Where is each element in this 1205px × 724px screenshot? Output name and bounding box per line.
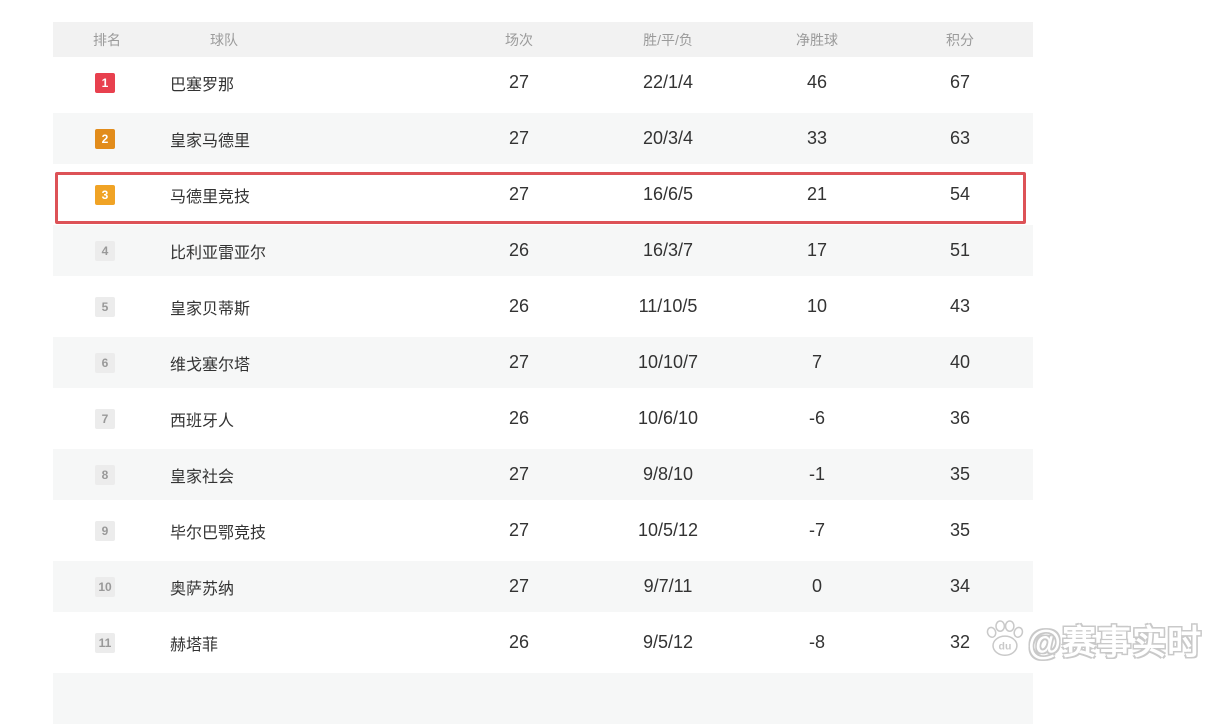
goal-difference: 33 (806, 128, 828, 148)
points-value: 32 (949, 632, 971, 652)
goal-difference: 7 (811, 352, 822, 372)
rank-badge: 3 (95, 184, 115, 205)
win-draw-loss: 16/6/5 (642, 184, 694, 204)
goal-difference: -7 (808, 520, 825, 540)
table-row[interactable]: 3 马德里竞技 27 16/6/5 21 54 (53, 169, 1033, 224)
matches-played: 27 (508, 72, 530, 92)
win-draw-loss: 22/1/4 (642, 72, 694, 92)
points-value: 35 (949, 464, 971, 484)
team-name: 皇家社会 (170, 468, 235, 486)
win-draw-loss: 9/5/12 (642, 632, 694, 652)
column-header-team: 球队 (210, 31, 238, 48)
win-draw-loss: 11/10/5 (638, 296, 698, 316)
goal-difference: -8 (808, 632, 825, 652)
points-value: 40 (949, 352, 971, 372)
rank-badge: 7 (95, 408, 115, 429)
matches-played: 27 (508, 128, 530, 148)
win-draw-loss: 10/10/7 (637, 352, 699, 372)
column-header-played: 场次 (505, 31, 533, 48)
goal-difference: 21 (806, 184, 828, 204)
table-body: 1 巴塞罗那 27 22/1/4 46 67 2 皇家马德里 27 20/3/4… (53, 57, 1033, 724)
points-value: 67 (949, 72, 971, 92)
goal-difference: -1 (808, 464, 825, 484)
matches-played: 27 (508, 576, 530, 596)
goal-difference: 17 (806, 240, 828, 260)
goal-difference: 10 (806, 296, 828, 316)
points-value: 36 (949, 408, 971, 428)
league-standings-table: 排名 球队 场次 胜/平/负 净胜球 积分 1 巴塞罗那 27 22/1/4 4… (53, 22, 1033, 724)
matches-played: 26 (508, 632, 530, 652)
table-row[interactable]: 11 赫塔菲 26 9/5/12 -8 32 (53, 617, 1033, 668)
table-row[interactable]: 6 维戈塞尔塔 27 10/10/7 7 40 (53, 337, 1033, 388)
team-name: 维戈塞尔塔 (170, 356, 251, 374)
win-draw-loss: 16/3/7 (642, 240, 694, 260)
matches-played: 26 (508, 240, 530, 260)
rank-badge: 8 (95, 464, 115, 485)
matches-played: 27 (508, 184, 530, 204)
rank-badge: 4 (95, 240, 115, 261)
points-value: 35 (949, 520, 971, 540)
win-draw-loss: 9/8/10 (642, 464, 694, 484)
win-draw-loss: 10/6/10 (637, 408, 699, 428)
points-value: 34 (949, 576, 971, 596)
column-header-wdl: 胜/平/负 (643, 31, 693, 48)
table-header-row: 排名 球队 场次 胜/平/负 净胜球 积分 (53, 22, 1033, 57)
matches-played: 27 (508, 352, 530, 372)
matches-played: 27 (508, 464, 530, 484)
table-row[interactable]: 10 奥萨苏纳 27 9/7/11 0 34 (53, 561, 1033, 612)
matches-played: 26 (508, 408, 530, 428)
rank-badge: 11 (95, 632, 115, 653)
column-header-points: 积分 (946, 31, 974, 48)
matches-played: 26 (508, 296, 530, 316)
team-name: 皇家贝蒂斯 (170, 300, 251, 318)
column-header-rank: 排名 (93, 31, 121, 48)
goal-difference: 0 (811, 576, 822, 596)
goal-difference: -6 (808, 408, 825, 428)
table-row[interactable]: 1 巴塞罗那 27 22/1/4 46 67 (53, 57, 1033, 108)
team-name: 马德里竞技 (170, 188, 251, 206)
win-draw-loss: 20/3/4 (642, 128, 694, 148)
rank-badge: 10 (95, 576, 115, 597)
table-row[interactable]: 7 西班牙人 26 10/6/10 -6 36 (53, 393, 1033, 444)
matches-played: 27 (508, 520, 530, 540)
watermark-handle: @赛事实时 (1028, 623, 1203, 662)
team-name: 赫塔菲 (170, 636, 219, 654)
points-value: 63 (949, 128, 971, 148)
points-value: 43 (949, 296, 971, 316)
rank-badge: 9 (95, 520, 115, 541)
rank-badge: 1 (95, 72, 115, 93)
team-name: 奥萨苏纳 (170, 580, 235, 598)
points-value: 51 (949, 240, 971, 260)
goal-difference: 46 (806, 72, 828, 92)
team-name: 巴塞罗那 (170, 76, 235, 94)
rank-badge: 6 (95, 352, 115, 373)
win-draw-loss: 9/7/11 (643, 576, 693, 596)
table-row-partial (53, 673, 1033, 724)
table-row[interactable]: 5 皇家贝蒂斯 26 11/10/5 10 43 (53, 281, 1033, 332)
table-row[interactable]: 4 比利亚雷亚尔 26 16/3/7 17 51 (53, 225, 1033, 276)
column-header-goal-difference: 净胜球 (796, 31, 838, 48)
team-name: 比利亚雷亚尔 (170, 244, 267, 262)
team-name: 皇家马德里 (170, 132, 251, 150)
rank-badge: 2 (95, 128, 115, 149)
table-row[interactable]: 2 皇家马德里 27 20/3/4 33 63 (53, 113, 1033, 164)
team-name: 西班牙人 (170, 412, 235, 430)
team-name: 毕尔巴鄂竞技 (170, 524, 267, 542)
rank-badge: 5 (95, 296, 115, 317)
table-row[interactable]: 8 皇家社会 27 9/8/10 -1 35 (53, 449, 1033, 500)
points-value: 54 (949, 184, 971, 204)
win-draw-loss: 10/5/12 (637, 520, 699, 540)
table-row[interactable]: 9 毕尔巴鄂竞技 27 10/5/12 -7 35 (53, 505, 1033, 556)
